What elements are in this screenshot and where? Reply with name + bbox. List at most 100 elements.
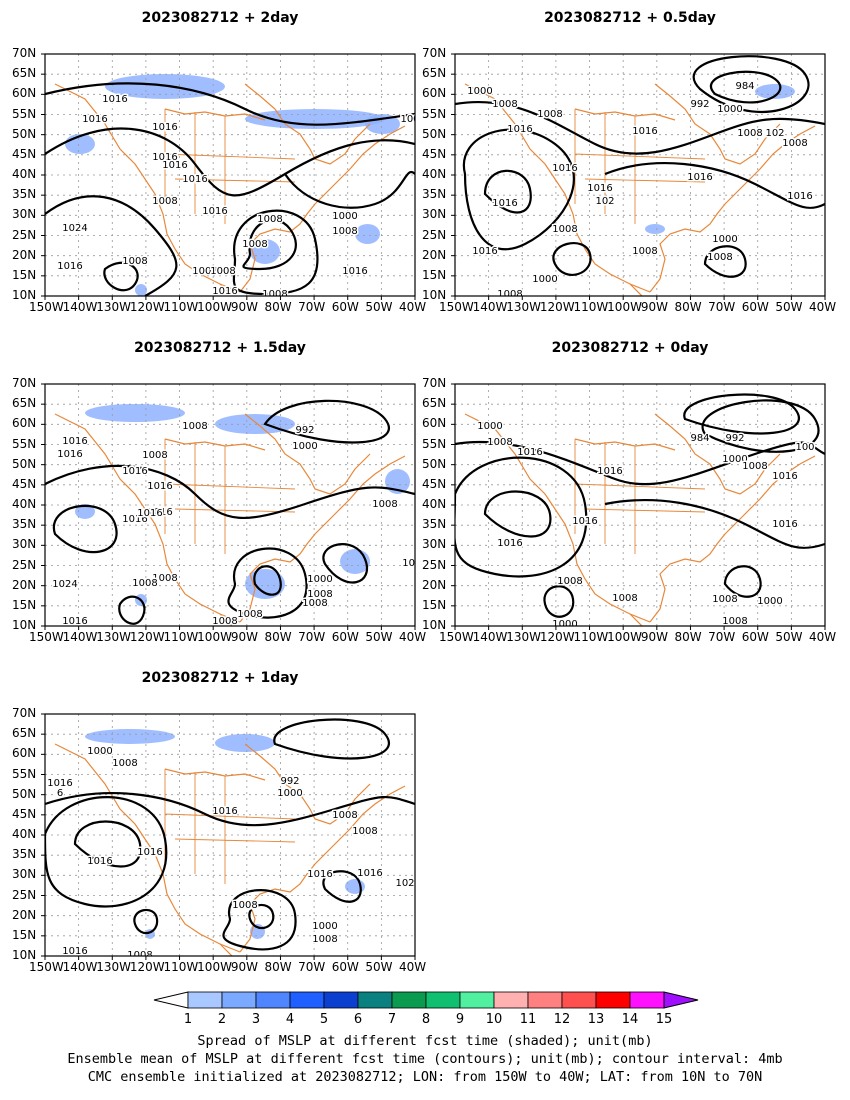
lat-tick-label: 45N: [422, 146, 447, 161]
isobar-contour: [52, 504, 118, 554]
isobar-label: 1008: [210, 266, 235, 277]
isobar-label: 1016: [572, 516, 597, 527]
isobar-label: 1016: [137, 847, 162, 858]
colorbar-swatch: [323, 991, 359, 1009]
isobar-label: 1008: [212, 616, 237, 627]
lat-tick-label: 65N: [12, 66, 37, 81]
isobar-label: 1008: [612, 593, 637, 604]
spread-shading: [215, 734, 275, 752]
coastline: [629, 283, 643, 296]
lon-tick-label: 110W: [573, 300, 609, 314]
isobar-label: 1016: [687, 172, 712, 183]
lat-tick-label: 50N: [422, 456, 447, 471]
lon-tick-label: 60W: [741, 630, 769, 644]
lat-tick-label: 60N: [12, 416, 37, 431]
isobar-label: 1008: [782, 138, 807, 149]
isobar-label: 1008: [307, 589, 332, 600]
isobar-contour: [103, 261, 139, 292]
lat-tick-label: 45N: [12, 806, 37, 821]
isobar-label: 1016: [472, 246, 497, 257]
isobar-contour: [248, 903, 275, 930]
map-content: 1000100810166101699210001008100810161016…: [45, 714, 415, 956]
isobar-contour: [552, 242, 592, 276]
lon-tick-label: 110W: [163, 300, 199, 314]
coastline: [239, 455, 406, 623]
isobar-label: 1016: [57, 449, 82, 460]
colorbar-over-arrow: [663, 991, 699, 1009]
lat-tick-label: 15N: [12, 597, 37, 612]
coastline: [164, 438, 266, 451]
isobar-label: 984: [690, 433, 709, 444]
isobar-label: 1016: [62, 436, 87, 447]
isobar-label: 1016: [122, 466, 147, 477]
lat-tick-label: 10N: [12, 288, 37, 302]
isobar-label: 1008: [712, 594, 737, 605]
lat-tick-label: 40N: [12, 167, 37, 181]
colorbar-swatch: [629, 991, 665, 1009]
isobar-label: 1000: [332, 211, 357, 222]
isobar-contour: [455, 440, 825, 486]
isobar-label: 1008: [557, 576, 582, 587]
lat-tick-label: 20N: [12, 247, 37, 262]
lat-tick-label: 50N: [12, 786, 37, 801]
lon-tick-label: 130W: [96, 300, 132, 314]
lat-tick-label: 10N: [12, 948, 37, 962]
map-svg: 1000100810166101699210001008100810161016…: [41, 713, 416, 960]
isobar-label: 1016: [307, 869, 332, 880]
lon-tick-label: 80W: [264, 630, 292, 644]
isobar-label: 1016: [787, 191, 812, 202]
isobar-contour: [118, 595, 146, 625]
panel-0day: 2023082712 + 0day 1000 1008 1016 984 992 1000…: [420, 340, 840, 660]
lat-tick-label: 70N: [12, 706, 37, 720]
isobar-label: 1016: [47, 778, 72, 789]
state-borders: [574, 109, 706, 224]
isobar-contour: [45, 127, 415, 197]
lat-tick-label: 40N: [12, 497, 37, 511]
lat-tick-label: 55N: [422, 106, 447, 121]
isobar-contour: [273, 718, 390, 760]
lon-tick-label: 60W: [331, 960, 359, 974]
coastline: [54, 413, 241, 623]
coastline: [54, 743, 241, 953]
lon-tick-label: 50W: [365, 630, 393, 644]
isobar-contour: [45, 195, 178, 296]
lon-tick-label: 110W: [163, 630, 199, 644]
isobar-label: 1008: [487, 437, 512, 448]
lat-tick-label: 65N: [422, 66, 447, 81]
isobar-contour: [232, 209, 319, 296]
lon-tick-label: 80W: [674, 300, 702, 314]
lat-tick-label: 70N: [12, 46, 37, 60]
colorbar-swatch: [493, 991, 529, 1009]
isobar-label: 1016: [122, 514, 147, 525]
isobar-label: 1016: [597, 466, 622, 477]
lon-tick-label: 110W: [163, 960, 199, 974]
isobar-label: 1008: [352, 826, 377, 837]
isobar-label: 1008: [257, 214, 282, 225]
isobar-label: 100: [400, 114, 419, 125]
coastline: [649, 455, 816, 623]
lat-tick-label: 50N: [12, 456, 37, 471]
isobar-label: 1016: [147, 481, 172, 492]
isobar-label: 1016: [182, 174, 207, 185]
lon-tick-label: 120W: [129, 300, 165, 314]
isobar-label: 1008: [372, 499, 397, 510]
lat-tick-label: 25N: [12, 557, 37, 572]
colorbar-tick-label: 7: [388, 1012, 396, 1027]
isobar-contour: [683, 393, 800, 435]
isobar-label: 1016: [342, 266, 367, 277]
isobar-label: 1000: [477, 421, 502, 432]
isobar-label: 1008: [312, 934, 337, 945]
isobar-label: 1016: [507, 124, 532, 135]
isobar-label: 984: [735, 81, 754, 92]
coastline: [574, 438, 676, 451]
lat-tick-label: 30N: [12, 207, 37, 222]
coastline: [574, 108, 676, 121]
isobar-contour: [253, 565, 282, 596]
lon-tick-label: 90W: [640, 630, 668, 644]
isobar-label: 1016: [772, 519, 797, 530]
lon-tick-label: 40W: [399, 300, 427, 314]
lon-tick-label: 90W: [640, 300, 668, 314]
isobar-label: 992: [295, 425, 314, 436]
lon-tick-label: 90W: [230, 960, 258, 974]
